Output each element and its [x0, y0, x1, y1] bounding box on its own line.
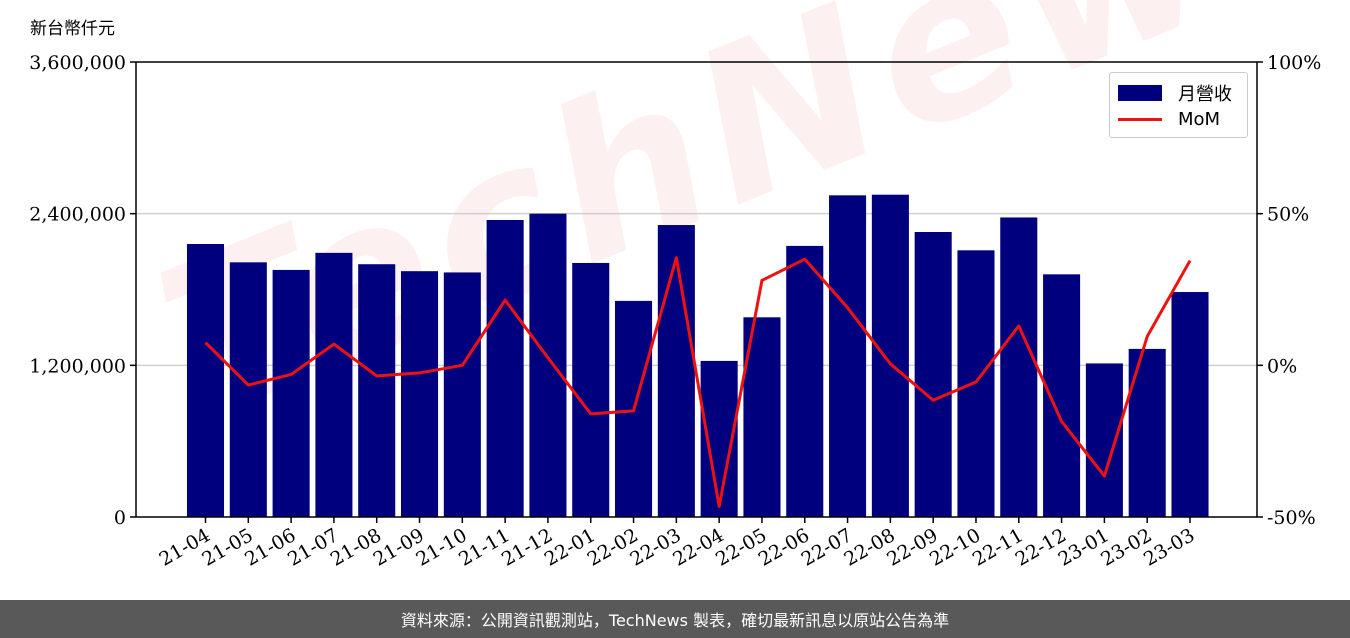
bar [1171, 292, 1209, 517]
legend: 月營收 MoM [1109, 72, 1248, 138]
legend-swatch-line [1118, 118, 1162, 121]
bar [486, 219, 524, 517]
bar [443, 272, 481, 517]
bar [871, 194, 909, 518]
bar [529, 213, 567, 517]
y-left-tick-label: 0 [114, 507, 126, 529]
y-right-tick-label: -50% [1267, 507, 1316, 529]
y-left-tick-label: 2,400,000 [29, 204, 126, 226]
y-right-tick-label: 100% [1267, 52, 1321, 74]
bar [914, 231, 952, 518]
mom-line [204, 256, 1192, 508]
y-left-tick-label: 3,600,000 [29, 52, 126, 74]
y-right-tick-label: 0% [1267, 355, 1297, 377]
bar [400, 271, 439, 517]
legend-label-mom: MoM [1178, 109, 1221, 130]
y-right-tick-label: 50% [1267, 204, 1309, 226]
y-axis-unit-label: 新台幣仟元 [30, 19, 115, 39]
source-footer: 資料來源：公開資訊觀測站，TechNews 製表，確切最新訊息以原站公告為準 [0, 600, 1350, 638]
legend-item-revenue: 月營收 [1118, 80, 1232, 106]
bar [786, 245, 824, 518]
bar [957, 250, 995, 517]
y-left-tick-label: 1,200,000 [29, 355, 126, 377]
x-tick-label: 23-03 [1140, 524, 1198, 570]
bar [1085, 363, 1123, 517]
bar [315, 252, 353, 517]
revenue-chart: 0 1,200,000 2,400,000 3,600,000 -50% 0% 50% 100… [29, 52, 1321, 571]
legend-label-revenue: 月營收 [1178, 84, 1232, 105]
bar [1000, 217, 1038, 518]
bar [229, 262, 267, 517]
legend-item-mom: MoM [1118, 109, 1220, 130]
bar [358, 264, 396, 517]
bar [186, 244, 225, 517]
bar [572, 262, 610, 517]
legend-swatch-bar [1118, 85, 1162, 101]
bar [657, 225, 695, 517]
bar [829, 195, 867, 517]
bar [272, 269, 310, 517]
